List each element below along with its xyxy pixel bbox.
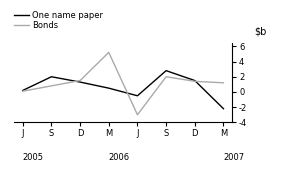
Legend: One name paper, Bonds: One name paper, Bonds [14, 11, 103, 30]
Bonds [136, 114, 139, 116]
One name paper [136, 95, 139, 97]
Bonds [107, 51, 110, 53]
Line: Bonds: Bonds [23, 52, 224, 115]
One name paper [50, 76, 53, 78]
Bonds [222, 82, 225, 84]
Bonds [164, 76, 168, 78]
One name paper [193, 80, 196, 82]
Text: 2005: 2005 [23, 153, 44, 162]
Bonds [193, 80, 196, 82]
Bonds [21, 90, 24, 92]
One name paper [78, 81, 82, 83]
One name paper [164, 70, 168, 72]
One name paper [107, 87, 110, 89]
Bonds [78, 80, 82, 82]
One name paper [21, 89, 24, 91]
Text: $b: $b [254, 26, 267, 36]
One name paper [222, 108, 225, 110]
Text: 2006: 2006 [109, 153, 130, 162]
Text: 2007: 2007 [224, 153, 245, 162]
Bonds [50, 85, 53, 87]
Line: One name paper: One name paper [23, 71, 224, 109]
